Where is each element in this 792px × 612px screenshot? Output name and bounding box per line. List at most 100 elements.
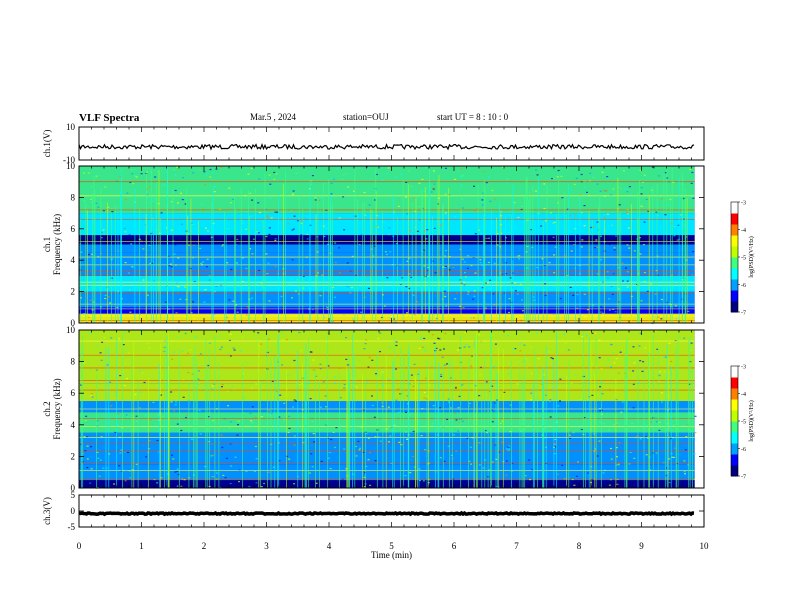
y-tick-label: 5 [71, 490, 76, 500]
spectral-speck [691, 171, 694, 174]
spectral-speck [386, 277, 389, 279]
spectral-speck [260, 282, 263, 284]
spectral-speck [513, 201, 516, 204]
spectral-speck [363, 296, 366, 298]
spectral-speck [601, 409, 603, 411]
spectral-speck [599, 386, 602, 388]
spectral-speck [346, 285, 349, 288]
spectral-speck [177, 202, 179, 204]
spectral-speck [170, 266, 173, 268]
spectral-speck [339, 272, 342, 274]
spectral-speck [444, 167, 447, 169]
spectral-speck [638, 237, 641, 239]
spectral-speck [554, 453, 557, 455]
spectral-speck [257, 202, 260, 204]
spectral-speck [682, 179, 685, 181]
spectral-speck [601, 171, 604, 173]
spectral-speck [426, 311, 429, 313]
spectral-speck [192, 172, 195, 174]
spectral-speck [409, 383, 412, 385]
spectral-speck [360, 311, 363, 313]
spectral-speck [622, 170, 625, 172]
spectral-speck [685, 445, 688, 447]
spectral-speck [583, 293, 586, 295]
spectral-speck [245, 314, 248, 316]
spectral-speck [609, 479, 612, 481]
spectral-speck [617, 464, 620, 466]
spectral-speck [288, 415, 291, 417]
spectral-speck [124, 351, 127, 353]
spectral-speck [262, 381, 265, 383]
spectral-speck [546, 366, 549, 368]
spectral-speck [424, 391, 426, 393]
spectral-speck [387, 167, 390, 169]
spectral-speck [467, 291, 470, 293]
spectral-speck [375, 373, 377, 375]
spectral-speck [383, 221, 386, 223]
spectral-speck [300, 222, 303, 225]
spectral-speck [654, 330, 657, 332]
spectral-speck [596, 455, 599, 457]
spectral-speck [355, 321, 358, 323]
spectral-speck [302, 442, 305, 444]
spectral-speck [449, 420, 452, 422]
spectral-speck [561, 464, 564, 466]
start-time-label: start UT = 8 : 10 : 0 [437, 112, 509, 122]
spectral-speck [334, 296, 336, 298]
spectral-speck [345, 358, 348, 360]
spectral-speck [197, 378, 200, 380]
spectral-speck [617, 288, 620, 290]
spectral-speck [96, 451, 99, 453]
spectral-speck [557, 202, 559, 204]
spectral-speck [99, 459, 102, 461]
spectral-speck [531, 192, 534, 194]
spectral-speck [243, 397, 246, 399]
spectral-speck [461, 384, 464, 386]
spectral-speck [438, 338, 441, 340]
spectral-speck [593, 450, 596, 452]
spectral-speck [646, 290, 649, 292]
spectral-speck [257, 332, 260, 334]
spectral-speck [524, 251, 527, 253]
spectral-speck [149, 202, 152, 204]
spectral-speck [688, 383, 691, 385]
spectral-speck [626, 244, 629, 246]
spectral-speck [664, 172, 667, 174]
spectral-speck [266, 216, 269, 218]
spectral-speck [605, 189, 608, 192]
spectral-speck [176, 285, 179, 288]
spectral-speck [559, 378, 562, 380]
spectral-speck [397, 388, 400, 390]
spectral-speck [557, 473, 559, 475]
spectral-speck [603, 217, 606, 219]
spectral-speck [516, 383, 519, 385]
spectral-speck [425, 238, 428, 240]
spectral-speck [142, 279, 145, 281]
spectral-speck [355, 445, 358, 448]
spectral-speck [397, 231, 400, 233]
spectral-speck [225, 457, 228, 459]
spectral-speck [387, 378, 390, 381]
spectral-speck [563, 333, 566, 335]
spectral-speck [604, 190, 607, 192]
spectral-speck [426, 166, 429, 168]
spectral-speck [638, 382, 641, 384]
spectral-speck [156, 440, 159, 442]
spectral-speck [227, 228, 230, 230]
spectral-speck [459, 305, 462, 307]
spectral-speck [480, 342, 483, 344]
spectral-speck [417, 373, 420, 375]
spectral-speck [215, 285, 218, 287]
colorbar-segment [731, 246, 738, 258]
spectral-speck [346, 262, 349, 264]
spectral-speck [239, 350, 242, 352]
spectral-speck [581, 239, 584, 241]
spectral-speck [130, 243, 133, 245]
spectral-speck [148, 448, 151, 450]
spectral-speck [372, 255, 375, 257]
spectral-speck [462, 207, 465, 209]
y-tick-label: 0 [71, 318, 76, 328]
spectral-speck [676, 239, 679, 241]
spectral-speck [412, 430, 415, 433]
spectral-speck [501, 441, 504, 443]
